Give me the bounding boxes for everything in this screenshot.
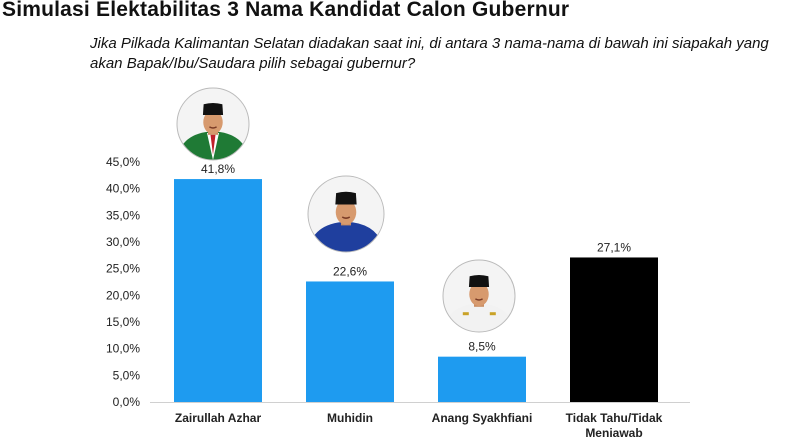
candidate-photo-zairullah <box>176 87 250 161</box>
data-label: 27,1% <box>597 240 631 254</box>
category-label: Anang Syakhfiani <box>432 411 533 425</box>
bar-4 <box>570 257 658 402</box>
y-tick-label: 25,0% <box>106 262 140 276</box>
data-label: 41,8% <box>201 162 235 176</box>
y-tick-label: 5,0% <box>113 368 141 382</box>
category-label: Muhidin <box>327 411 373 425</box>
y-tick-label: 20,0% <box>106 288 140 302</box>
bar-1 <box>174 179 262 402</box>
survey-question-line-2: akan Bapak/Ibu/Saudara pilih sebagai gub… <box>90 55 416 72</box>
y-tick-label: 30,0% <box>106 235 140 249</box>
data-label: 8,5% <box>468 340 496 354</box>
candidate-photo-muhidin <box>307 175 385 253</box>
survey-question-line-1: Jika Pilkada Kalimantan Selatan diadakan… <box>90 35 769 52</box>
y-tick-label: 45,0% <box>106 155 140 169</box>
y-tick-label: 35,0% <box>106 208 140 222</box>
y-tick-label: 15,0% <box>106 315 140 329</box>
bar-2 <box>306 281 394 402</box>
chart-title: Simulasi Elektabilitas 3 Nama Kandidat C… <box>2 0 570 21</box>
category-label: Zairullah Azhar <box>175 411 262 425</box>
category-label: Tidak Tahu/Tidak Meniawab <box>566 411 663 440</box>
candidate-photo-anang <box>442 259 516 333</box>
y-tick-label: 40,0% <box>106 182 140 196</box>
bar-3 <box>438 356 526 402</box>
y-tick-label: 0,0% <box>113 395 141 409</box>
data-label: 22,6% <box>333 264 367 278</box>
survey-question: Jika Pilkada Kalimantan Selatan diadakan… <box>90 34 790 74</box>
y-tick-label: 10,0% <box>106 342 140 356</box>
